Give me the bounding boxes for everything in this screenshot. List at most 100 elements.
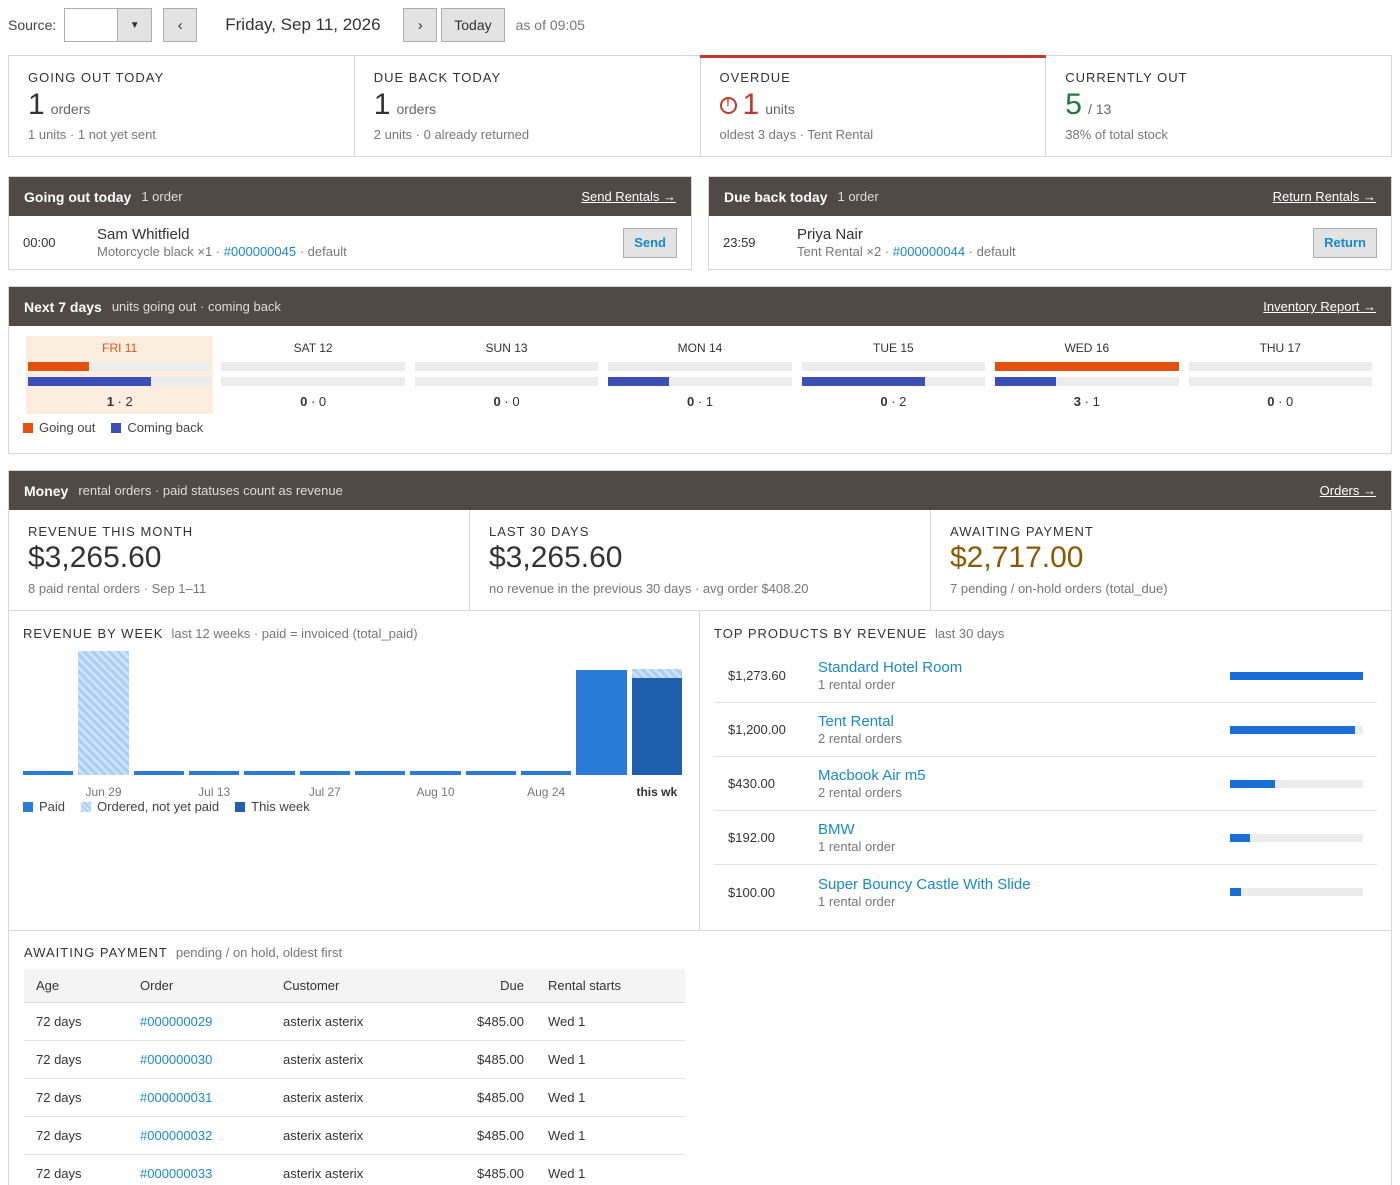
kpi-value: 5: [1065, 88, 1082, 121]
day-name: THU 17: [1259, 341, 1301, 355]
order-cell: #000000033: [128, 1154, 271, 1185]
product-link[interactable]: Tent Rental: [818, 713, 894, 730]
legend-unpaid: Ordered, not yet paid: [81, 799, 219, 814]
table-row[interactable]: 72 days #000000032 asterix asterix $485.00 W…: [24, 1116, 685, 1155]
money-charts-row: REVENUE BY WEEK last 12 weeks · paid = in…: [9, 611, 1391, 931]
order-link[interactable]: #000000030: [140, 1051, 213, 1067]
item-text: Tent Rental ×2 ·: [797, 244, 893, 259]
out-count: 0: [880, 394, 888, 409]
order-link[interactable]: #000000045: [223, 244, 297, 259]
day-name: WED 16: [1064, 341, 1110, 355]
coming-back-bar: [414, 377, 599, 386]
kpi-sub: 1 units · 1 not yet sent: [28, 127, 156, 142]
source-select[interactable]: ▼: [64, 8, 153, 42]
going-out-bar: [414, 362, 599, 371]
product-order-count: 2 rental orders: [818, 731, 902, 746]
awaiting-payment-tile: AWAITING PAYMENT $2,717.00 7 pending / o…: [931, 510, 1391, 610]
due-cell: $485.00: [411, 1154, 536, 1185]
kpi-label: OVERDUE: [719, 70, 791, 85]
product-revenue: $1,200.00: [728, 722, 786, 737]
product-link[interactable]: BMW: [818, 821, 855, 838]
day-counts: 0 · 2: [880, 394, 907, 409]
section-meta: last 30 days: [935, 626, 1005, 641]
paid-bar[interactable]: [355, 771, 406, 775]
product-revenue-fill: [1230, 671, 1363, 680]
inventory-report-link[interactable]: Inventory Report →: [1263, 299, 1376, 314]
customer-cell: asterix asterix: [271, 1078, 411, 1117]
back-count: 0: [512, 394, 520, 409]
col-due: Due: [411, 969, 536, 1003]
paid-bar[interactable]: [576, 669, 627, 775]
day-name: TUE 15: [873, 341, 914, 355]
paid-bar[interactable]: [465, 771, 516, 775]
day-column: FRI 11 1 · 2: [26, 336, 214, 414]
table-row[interactable]: 72 days #000000033 asterix asterix $485.00 W…: [24, 1154, 685, 1185]
unpaid-bar[interactable]: [78, 651, 129, 775]
product-link[interactable]: Standard Hotel Room: [818, 659, 963, 676]
coming-back-fill: [608, 377, 669, 386]
table-row[interactable]: 72 days #000000031 asterix asterix $485.00 W…: [24, 1078, 685, 1117]
order-detail: Tent Rental ×2 · #000000044 · default: [797, 244, 1313, 259]
awaiting-payment-section: AWAITING PAYMENT pending / on hold, oldes…: [9, 931, 1391, 1185]
kpi-value: 1: [373, 88, 391, 121]
order-link[interactable]: #000000029: [140, 1013, 213, 1029]
order-link[interactable]: #000000031: [140, 1089, 213, 1105]
section-title: REVENUE BY WEEK: [23, 626, 164, 641]
day-counts: 3 · 1: [1073, 394, 1100, 409]
day-column: WED 16 3 · 1: [993, 336, 1180, 414]
order-link[interactable]: #000000032: [140, 1127, 213, 1143]
rental-starts-cell: Wed 1: [536, 1116, 685, 1155]
revenue-this-month-tile: REVENUE THIS MONTH $3,265.60 8 paid rent…: [9, 510, 470, 610]
paid-bar[interactable]: [244, 771, 295, 775]
order-link[interactable]: #000000044: [892, 244, 966, 259]
next-day-button[interactable]: ›: [403, 8, 438, 42]
day-counts: 0 · 0: [1267, 394, 1294, 409]
source-text: · default: [965, 244, 1016, 259]
this-week-swatch: [235, 801, 246, 812]
unpaid-bar[interactable]: [631, 668, 682, 678]
col-rental-starts: Rental starts: [536, 969, 685, 1003]
legend-label: Paid: [39, 799, 66, 814]
paid-bar[interactable]: [23, 771, 74, 775]
unpaid-swatch: [81, 801, 92, 812]
order-cell: #000000032: [128, 1116, 271, 1155]
prev-day-button[interactable]: ‹: [163, 8, 198, 42]
section-heading: REVENUE BY WEEK last 12 weeks · paid = in…: [23, 626, 685, 641]
return-rentals-link[interactable]: Return Rentals →: [1272, 189, 1376, 204]
legend-label: Going out: [39, 420, 96, 435]
product-revenue-fill: [1230, 888, 1241, 896]
legend-going-out: Going out: [23, 420, 95, 435]
paid-bar[interactable]: [189, 771, 240, 775]
orders-link[interactable]: Orders →: [1319, 483, 1376, 498]
back-count: 0: [318, 394, 327, 409]
paid-bar[interactable]: [410, 771, 461, 775]
send-button[interactable]: Send: [623, 227, 677, 258]
product-link[interactable]: Super Bouncy Castle With Slide: [818, 875, 1031, 893]
paid-bar[interactable]: [631, 677, 682, 775]
order-detail: Motorcycle black ×1 · #000000045 · defau…: [97, 244, 623, 259]
table-row[interactable]: 72 days #000000030 asterix asterix $485.00 W…: [24, 1040, 685, 1079]
coming-back-fill: [801, 377, 925, 386]
chevron-down-icon[interactable]: ▼: [117, 9, 152, 41]
paid-bar[interactable]: [299, 771, 350, 775]
tile-label: REVENUE THIS MONTH: [28, 524, 194, 539]
product-revenue: $1,273.60: [728, 668, 786, 683]
order-link[interactable]: #000000033: [140, 1165, 213, 1181]
section-heading: AWAITING PAYMENT pending / on hold, oldes…: [24, 945, 1376, 960]
paid-bar[interactable]: [521, 771, 572, 775]
going-out-bar: [608, 362, 792, 371]
age-cell: 72 days: [24, 1040, 128, 1079]
money-tiles: REVENUE THIS MONTH $3,265.60 8 paid rent…: [9, 510, 1391, 611]
product-link[interactable]: Macbook Air m5: [818, 767, 926, 784]
send-rentals-link[interactable]: Send Rentals →: [581, 189, 676, 204]
table-row[interactable]: 72 days #000000029 asterix asterix $485.00 W…: [24, 1002, 685, 1041]
today-button[interactable]: Today: [441, 8, 505, 42]
return-button[interactable]: Return: [1313, 227, 1377, 258]
tile-amount: $2,717.00: [950, 541, 1084, 574]
age-cell: 72 days: [24, 1078, 128, 1117]
paid-bar[interactable]: [133, 771, 184, 775]
back-count: 1: [705, 394, 713, 409]
rental-starts-cell: Wed 1: [536, 1002, 685, 1041]
product-revenue-fill: [1230, 833, 1250, 842]
product-revenue-bar: [1230, 725, 1363, 734]
